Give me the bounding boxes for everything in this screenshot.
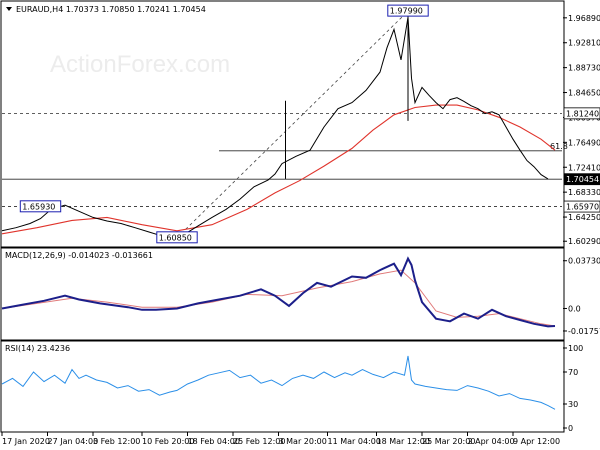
price-tag-box xyxy=(563,173,600,186)
horizontal-levels: 61.8 xyxy=(2,112,568,207)
rsi-label: RSI(14) 23.4236 xyxy=(5,344,70,353)
macd-signal-line xyxy=(1,269,556,327)
price-tick-label: 1.76490 xyxy=(568,138,600,147)
rsi-tick-label: 100 xyxy=(568,344,583,353)
price-tick-label: 1.64250 xyxy=(568,213,600,222)
rsi-tick-label: 70 xyxy=(568,368,578,377)
macd-axis: 0.037301 0.0 -0.017577 xyxy=(563,257,600,336)
price-tick-label: 1.72410 xyxy=(568,163,600,172)
price-tags: 1.81240 1.70454 1.65970 xyxy=(563,107,600,213)
callout-label: 1.97990 xyxy=(390,7,423,16)
price-tag-label: 1.65970 xyxy=(566,203,599,212)
time-tick-label: 18 Mar 12:00 xyxy=(377,437,430,446)
time-tick-label: 18 Feb 04:00 xyxy=(188,437,240,446)
price-tick-label: 1.60290 xyxy=(568,237,600,246)
watermark: ActionForex.com xyxy=(50,51,230,78)
callout-box xyxy=(387,4,429,17)
price-tick-label: 1.88730 xyxy=(568,64,600,73)
macd-main-line xyxy=(1,256,556,328)
price-spikes xyxy=(285,11,409,179)
time-tick-label: 9 Apr 12:00 xyxy=(513,437,560,446)
callout-label: 1.60850 xyxy=(159,233,192,242)
callout-label: 1.65930 xyxy=(22,202,55,211)
price-tag-label: 1.81240 xyxy=(566,109,599,118)
macd-label: MACD(12,26,9) -0.014023 -0.013661 xyxy=(5,251,153,260)
price-tick-label: 1.96890 xyxy=(568,14,600,23)
macd-tick-label: -0.017577 xyxy=(568,327,600,336)
dropdown-triangle-icon[interactable] xyxy=(6,7,12,11)
time-tick-label: 25 Feb 12:00 xyxy=(233,437,285,446)
callout-box xyxy=(156,231,198,244)
time-tick-label: 3 Feb 12:00 xyxy=(93,437,140,446)
rsi-line xyxy=(1,355,556,410)
price-tag-box xyxy=(563,107,600,120)
time-tick-label: 17 Jan 2020 xyxy=(2,437,50,446)
price-panel: ActionForex.com EURAUD,H4 1.70373 1.7085… xyxy=(0,0,600,248)
time-tick-label: 2 Apr 04:00 xyxy=(468,437,515,446)
time-tick-label: 11 Mar 04:00 xyxy=(328,437,381,446)
price-tick-label: 1.92810 xyxy=(568,39,600,48)
symbol-title: EURAUD,H4 1.70373 1.70850 1.70241 1.7045… xyxy=(16,5,206,14)
macd-panel: MACD(12,26,9) -0.014023 -0.013661 0.0373… xyxy=(0,247,600,341)
time-tick-label: 3 Mar 20:00 xyxy=(279,437,327,446)
rsi-tick-label: 30 xyxy=(568,400,578,409)
price-tag-box xyxy=(563,200,600,213)
rsi-tick-label: 0 xyxy=(568,424,573,433)
time-tick-label: 27 Jan 04:00 xyxy=(48,437,99,446)
rsi-axis: 100 70 30 0 xyxy=(563,344,583,433)
moving-average-line xyxy=(1,104,556,235)
time-tick-label: 10 Feb 20:00 xyxy=(142,437,194,446)
price-tick-label: 1.84650 xyxy=(568,89,600,98)
price-panel-frame xyxy=(0,0,565,248)
macd-tick-label: 0.0 xyxy=(568,304,581,313)
macd-tick-label: 0.037301 xyxy=(568,257,600,266)
macd-panel-frame xyxy=(0,247,565,341)
price-tick-label: 1.68330 xyxy=(568,188,600,197)
price-series-line xyxy=(1,17,549,239)
rsi-panel: RSI(14) 23.4236 100 70 30 0 xyxy=(0,340,583,433)
price-tag-label: 1.70454 xyxy=(566,175,599,184)
fib-level-label: 61.8 xyxy=(550,142,568,151)
callout-box xyxy=(19,200,62,213)
price-callouts: 1.97990 1.65930 1.60850 xyxy=(19,4,429,244)
rsi-panel-frame xyxy=(0,340,565,433)
time-tick-label: 25 Mar 20:00 xyxy=(422,437,475,446)
